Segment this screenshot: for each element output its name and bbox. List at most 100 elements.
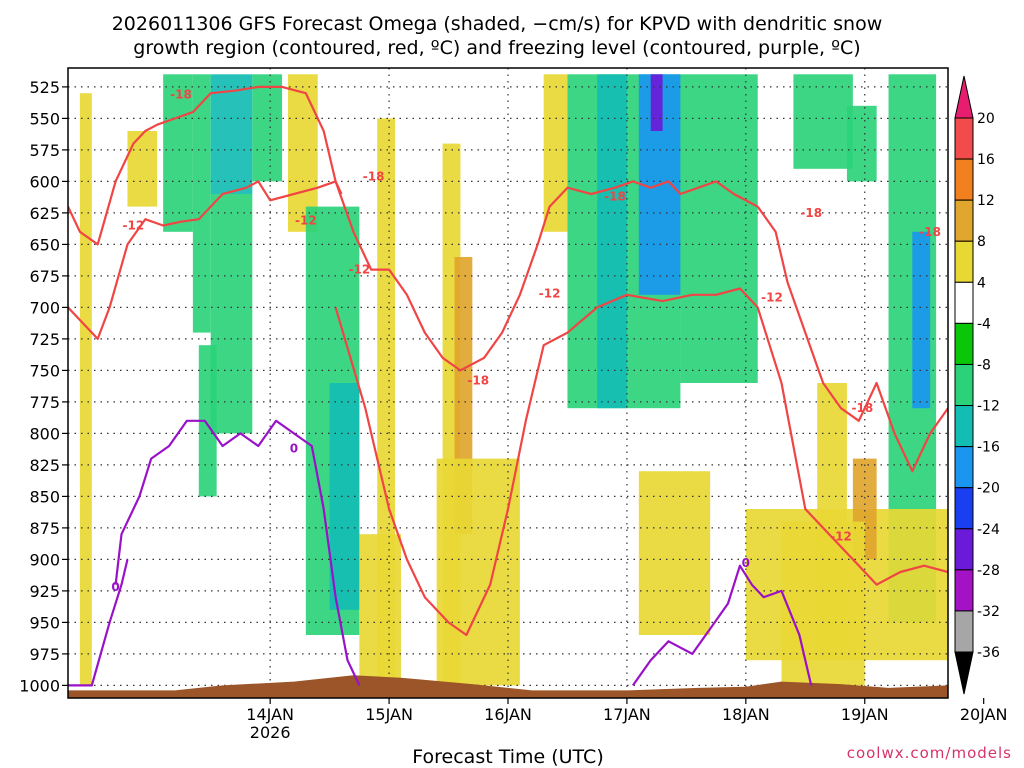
terrain-fill (68, 675, 948, 698)
colorbar-label-2: 12 (977, 193, 995, 209)
purple-contour-line-2 (632, 564, 813, 687)
omega-region-6 (210, 194, 253, 434)
red-contour-label-11: -12 (830, 530, 852, 544)
omega-region-20 (793, 74, 853, 169)
y-tick-label-650: 650 (29, 235, 60, 254)
colorbar-label-3: 8 (977, 234, 986, 250)
y-tick-label-550: 550 (29, 109, 60, 128)
colorbar-swatch-4 (954, 240, 974, 283)
x-tick-label-15JAN: 15JAN (365, 705, 413, 724)
contour-labels: -18-12 -12-18-12-18-12-18-12-18-18-12-18-… (111, 87, 941, 594)
y-tick-label-750: 750 (29, 361, 60, 380)
dendritic-contours (68, 85, 948, 637)
colorbar-label-4: 4 (977, 275, 986, 291)
colorbar-swatch-10 (954, 487, 974, 530)
freezing-level-contours (68, 419, 813, 687)
colorbar-label-0: 20 (977, 111, 995, 127)
omega-region-22 (846, 105, 877, 182)
colorbar: 20 16 12 8 4 -4 -8 -12 -16 -20 -24 -28 -32 -36 (954, 75, 1000, 695)
red-contour-line-4 (756, 205, 948, 473)
y-tick-label-875: 875 (29, 519, 60, 538)
x-tick-label-16JAN: 16JAN (484, 705, 532, 724)
omega-region-8 (288, 74, 318, 232)
x-tick-label-19JAN: 19JAN (841, 705, 889, 724)
y-tick-label-600: 600 (29, 172, 60, 191)
omega-region-30 (781, 521, 865, 686)
x-tick-label-14JAN: 14JAN (246, 705, 294, 724)
y-tick-label-725: 725 (29, 330, 60, 349)
colorbar-top-arrow (954, 75, 974, 119)
colorbar-swatch-13 (954, 610, 974, 653)
x-tick-label-17JAN: 17JAN (603, 705, 651, 724)
colorbar-swatch-2 (954, 158, 974, 201)
red-contour-label-10: -18 (852, 401, 874, 415)
colorbar-swatch-11 (954, 528, 974, 571)
y-tick-label-850: 850 (29, 487, 60, 506)
y-tick-label-625: 625 (29, 204, 60, 223)
omega-region-14 (543, 74, 568, 232)
y-tick-label-525: 525 (29, 78, 60, 97)
y-tick-label-675: 675 (29, 267, 60, 286)
purple-contour-line-0 (114, 419, 361, 686)
y-tick-label-825: 825 (29, 456, 60, 475)
title-line-2: growth region (contoured, red, ºC) and f… (133, 37, 860, 59)
omega-region-27 (359, 534, 401, 686)
chart-title: 2026011306 GFS Forecast Omega (shaded, −… (112, 13, 883, 59)
title-line-1: 2026011306 GFS Forecast Omega (shaded, −… (112, 13, 883, 35)
colorbar-swatch-3 (954, 199, 974, 242)
dotted-grid (68, 68, 948, 698)
colorbar-label-10: -24 (977, 522, 1000, 538)
colorbar-label-12: -32 (977, 604, 1000, 620)
omega-region-18 (650, 74, 663, 131)
red-contour-line-5 (756, 307, 948, 586)
y-tick-label-950: 950 (29, 613, 60, 632)
colorbar-label-6: -8 (977, 357, 991, 373)
omega-region-16 (597, 74, 627, 409)
colorbar-label-13: -36 (977, 645, 1000, 661)
colorbar-swatch-5 (954, 281, 974, 324)
credit-link[interactable]: coolwx.com/models (847, 744, 1012, 762)
red-contour-label-4: -12 (349, 263, 371, 277)
colorbar-label-8: -16 (977, 440, 1000, 456)
colorbar-label-7: -12 (977, 399, 1000, 415)
red-contour-label-1: -12 (123, 219, 145, 233)
omega-region-1 (127, 131, 158, 207)
omega-region-2 (163, 74, 193, 232)
omega-region-0 (79, 93, 92, 686)
red-contour-line-2 (334, 180, 759, 372)
colorbar-swatch-12 (954, 569, 974, 612)
red-contour-label-7: -18 (604, 190, 626, 204)
purple-contour-label-1: 0 (290, 442, 298, 456)
omega-region-5 (210, 74, 253, 194)
colorbar-swatch-7 (954, 363, 974, 407)
colorbar-bottom-arrow (954, 651, 974, 695)
red-contour-line-0 (68, 85, 343, 246)
red-contour-label-2: -12 (295, 213, 317, 227)
omega-region-28 (436, 458, 520, 686)
x-tick-label-18JAN: 18JAN (722, 705, 770, 724)
red-contour-label-8: -12 (761, 290, 783, 304)
y-tick-label-700: 700 (29, 298, 60, 317)
y-tick-label-925: 925 (29, 582, 60, 601)
y-tick-label-975: 975 (29, 645, 60, 664)
red-contour-label-0: -18 (170, 87, 192, 101)
y-axis-pressure: 525 550 575 600 625 650 675 700 725 750 775 800 825 8… (19, 78, 68, 695)
omega-region-7 (252, 74, 283, 182)
purple-contour-label-0: 0 (111, 580, 119, 594)
y-tick-label-900: 900 (29, 550, 60, 569)
x-tick-year-label: 2026 (250, 723, 291, 742)
colorbar-label-5: -4 (977, 316, 991, 332)
red-contour-label-12: -18 (919, 225, 941, 239)
omega-region-29 (638, 471, 711, 635)
purple-contour-line-1 (68, 559, 129, 687)
colorbar-swatch-1 (954, 117, 974, 160)
colorbar-swatch-9 (954, 446, 974, 489)
omega-region-24 (912, 231, 931, 409)
y-tick-label-575: 575 (29, 141, 60, 160)
omega-region-3 (192, 74, 211, 333)
red-contour-label-3: -18 (363, 169, 385, 183)
colorbar-label-11: -28 (977, 563, 1000, 579)
y-tick-label-775: 775 (29, 393, 60, 412)
